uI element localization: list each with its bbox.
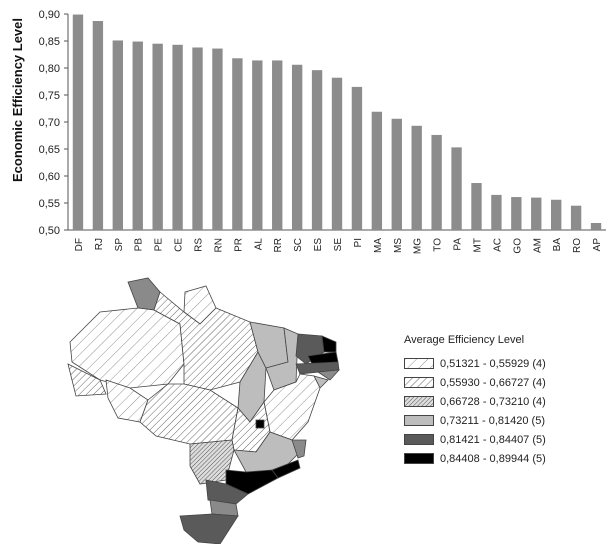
y-tick-label: 0,70 (39, 117, 60, 129)
bar-pe (152, 43, 163, 231)
state-df (255, 419, 265, 429)
y-tick-label: 0,80 (39, 63, 60, 75)
x-tick-label: MS (393, 238, 404, 253)
bar-ms (391, 118, 402, 230)
legend-swatch (404, 453, 434, 464)
bar-al (252, 60, 263, 230)
legend-label: 0,81421 - 0,84407 (5) (440, 433, 546, 446)
bar-sc (291, 64, 303, 230)
y-tick-label: 0,60 (39, 171, 60, 183)
state-pr (205, 479, 249, 505)
x-tick-label: RO (572, 238, 583, 253)
bar-to (431, 134, 442, 230)
map-legend: Average Efficiency Level 0,51321 - 0,559… (404, 334, 604, 468)
bar-se (331, 77, 343, 230)
bar-am (531, 197, 542, 230)
x-tick-label: RJ (94, 238, 105, 250)
bar-pb (132, 41, 143, 230)
y-tick-label: 0,85 (39, 36, 60, 48)
bar-pi (351, 86, 363, 231)
legend-label: 0,66728 - 0,73210 (4) (440, 395, 546, 408)
x-axis-ticks: DF RJ SP PB PE CE RS RN PR AL RR SC ES SE PI MA MS MG TO PA… (74, 238, 603, 255)
x-tick-label: RS (194, 238, 205, 252)
x-tick-label: RN (213, 238, 224, 252)
legend-swatch (404, 377, 434, 388)
legend-item: 0,84408 - 0,89944 (5) (404, 449, 604, 468)
state-es (291, 439, 307, 459)
x-tick-label: SE (333, 238, 344, 252)
x-tick-label: MG (413, 238, 424, 254)
state-ac (67, 363, 107, 397)
bar-ba (551, 199, 562, 230)
x-tick-label: AL (253, 238, 264, 251)
legend-swatch (404, 396, 434, 407)
x-tick-label: PB (134, 238, 145, 252)
legend-swatch (404, 415, 434, 426)
state-mt (139, 383, 239, 445)
y-tick-label: 0,50 (39, 225, 60, 237)
state-rn (321, 335, 337, 353)
bar-sp (112, 40, 123, 231)
bar-ap (590, 222, 602, 230)
y-tick-label: 0,75 (39, 90, 60, 102)
legend-label: 0,84408 - 0,89944 (5) (440, 452, 546, 465)
bar-go (511, 197, 522, 230)
legend-swatch (404, 434, 434, 445)
x-tick-label: PA (453, 238, 464, 251)
x-tick-label: TO (433, 238, 444, 252)
bar-df (72, 14, 84, 231)
legend-item: 0,51321 - 0,55929 (4) (404, 354, 604, 373)
bar-rj (92, 21, 104, 230)
x-tick-label: MT (472, 238, 483, 252)
legend-item: 0,81421 - 0,84407 (5) (404, 430, 604, 449)
bar-ma (371, 111, 383, 230)
bar-rn (212, 48, 223, 231)
efficiency-bar-chart: Economic Efficiency Level 0,500,550,600,… (10, 9, 606, 255)
x-tick-label: PE (154, 238, 165, 252)
bar-pa (451, 147, 462, 230)
bar-ro (570, 205, 582, 230)
legend-label: 0,55930 - 0,66727 (4) (440, 376, 546, 389)
bar-rs (192, 47, 203, 231)
bar-mg (411, 125, 422, 230)
x-tick-label: AM (532, 238, 543, 253)
legend-item: 0,73211 - 0,81420 (5) (404, 411, 604, 430)
x-tick-label: CE (174, 238, 185, 252)
y-axis: 0,50 0,55 0,60 0,65 0,70 0,75 0,80 0,85 0,90 (39, 9, 606, 237)
legend-label: 0,51321 - 0,55929 (4) (440, 357, 546, 370)
bar-ce (172, 44, 183, 230)
x-tick-label: AP (592, 238, 603, 252)
x-tick-label: ES (313, 238, 324, 252)
x-tick-label: SP (114, 238, 125, 252)
x-tick-label: SC (293, 238, 304, 252)
y-tick-label: 0,65 (39, 144, 60, 156)
legend-swatch (404, 358, 434, 369)
x-tick-label: RR (273, 238, 284, 252)
state-rs (179, 513, 239, 544)
x-tick-label: BA (552, 238, 563, 252)
x-tick-label: DF (74, 238, 85, 251)
bar-mt (471, 183, 482, 230)
y-tick-label: 0,90 (39, 9, 60, 21)
legend-title: Average Efficiency Level (404, 334, 525, 346)
bar-es (311, 70, 323, 230)
y-tick-label: 0,55 (39, 198, 60, 210)
bars (72, 14, 602, 231)
x-tick-label: MA (373, 238, 384, 253)
x-tick-label: GO (512, 238, 523, 254)
bar-ac (491, 194, 502, 230)
x-tick-label: PI (353, 238, 364, 247)
legend-label: 0,73211 - 0,81420 (5) (440, 414, 545, 427)
brazil-map (67, 277, 340, 544)
legend-item: 0,55930 - 0,66727 (4) (404, 373, 604, 392)
bar-pr (232, 58, 243, 230)
state-al (316, 369, 340, 381)
x-tick-label: AC (492, 238, 503, 252)
legend-item: 0,66728 - 0,73210 (4) (404, 392, 604, 411)
y-axis-label: Economic Efficiency Level (10, 18, 25, 182)
bar-rr (272, 60, 283, 230)
x-tick-label: PR (233, 238, 244, 252)
